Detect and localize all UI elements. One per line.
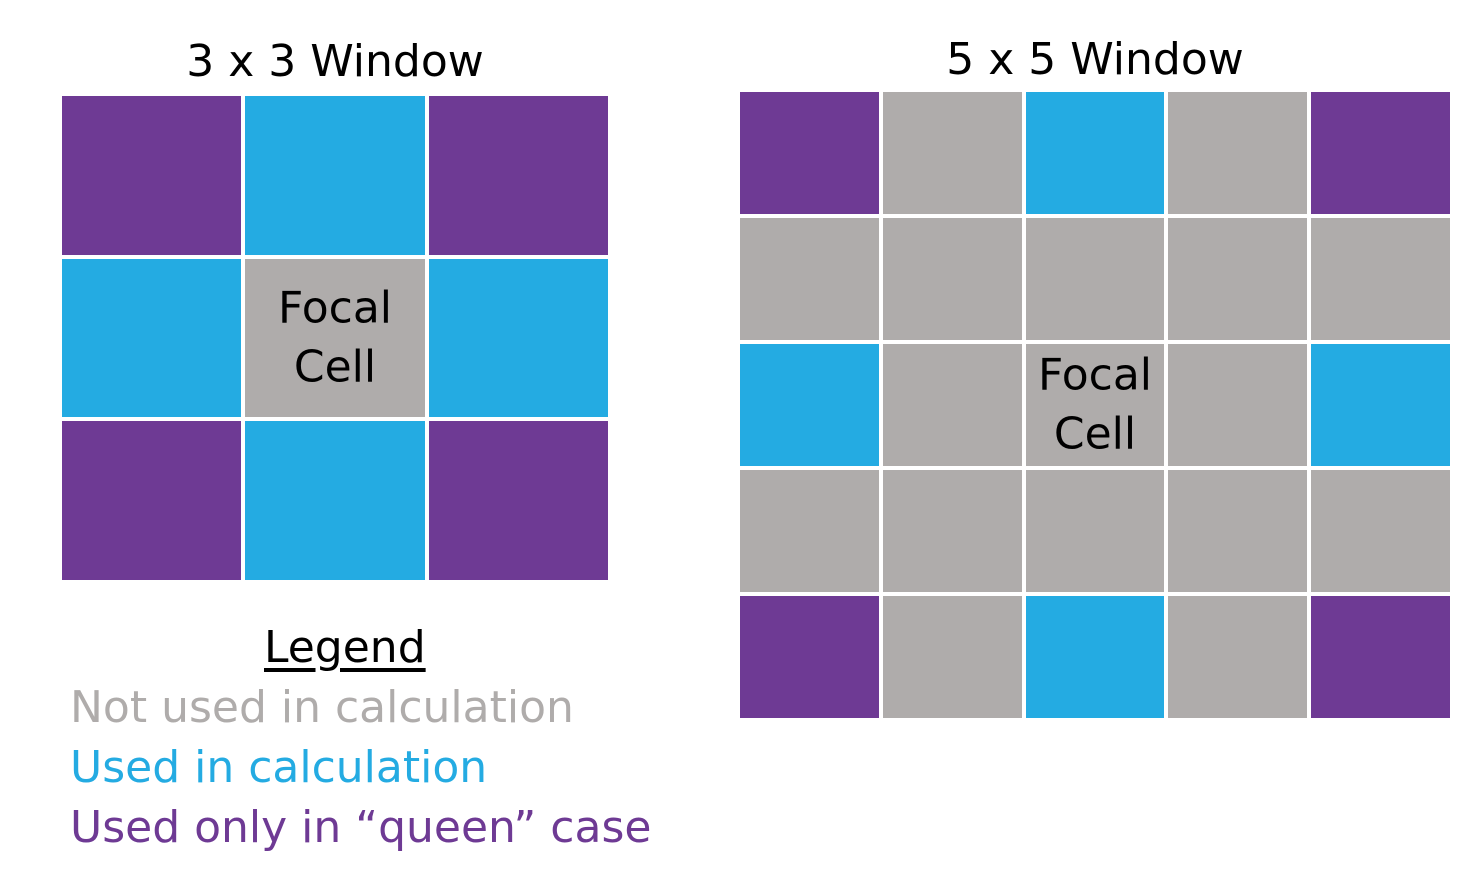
window_5x5-cell-not-used <box>882 218 1022 340</box>
window_5x5-focal-cell: Focal Cell <box>1025 344 1165 466</box>
window_3x3-cell-queen <box>62 421 242 580</box>
window_5x5-cell-not-used <box>1168 92 1308 214</box>
legend-item-used: Used in calculation <box>70 742 488 793</box>
window_5x5-cell-not-used <box>882 596 1022 718</box>
window_3x3-cell-used <box>245 96 425 255</box>
window_3x3-cell-queen <box>428 96 608 255</box>
window_5x5-cell-not-used <box>1311 218 1450 340</box>
window_3x3-cell-used <box>428 258 608 418</box>
window_5x5-cell-not-used <box>1168 218 1308 340</box>
window_3x3-cell-used <box>62 258 242 418</box>
window_5x5-cell-used <box>740 344 879 466</box>
window_5x5-cell-not-used <box>740 470 879 592</box>
window_3x3-cell-used <box>245 421 425 580</box>
window_5x5-cell-queen <box>740 596 879 718</box>
window_5x5-cell-not-used <box>1168 470 1308 592</box>
window_5x5-cell-queen <box>1311 92 1450 214</box>
window_3x3-focal-cell: Focal Cell <box>245 258 425 418</box>
window_5x5-cell-not-used <box>1025 218 1165 340</box>
window-3x3-title: 3 x 3 Window <box>186 36 484 87</box>
window_3x3-cell-queen <box>428 421 608 580</box>
window_5x5-cell-queen <box>1311 596 1450 718</box>
legend-item-queen: Used only in “queen” case <box>70 802 652 853</box>
window_5x5-cell-used <box>1025 92 1165 214</box>
window_5x5-cell-not-used <box>1025 470 1165 592</box>
legend-item-not-used: Not used in calculation <box>70 682 574 733</box>
window_3x3-focal-cell-label: Focal Cell <box>278 279 392 398</box>
window_3x3-cell-queen <box>62 96 242 255</box>
window_5x5-cell-not-used <box>882 470 1022 592</box>
window_5x5-cell-not-used <box>1168 344 1308 466</box>
window_5x5-cell-not-used <box>1311 470 1450 592</box>
window_5x5-cell-not-used <box>740 218 879 340</box>
window_5x5-cell-not-used <box>882 344 1022 466</box>
window_5x5-cell-used <box>1311 344 1450 466</box>
focal-label-line: Cell <box>293 341 377 393</box>
window_5x5-cell-not-used <box>1168 596 1308 718</box>
window-5x5-title: 5 x 5 Window <box>946 34 1244 85</box>
focal-label-line: Focal <box>1037 349 1153 401</box>
focal-label-line: Focal <box>277 282 393 334</box>
window_5x5-cell-used <box>1025 596 1165 718</box>
window-5x5-grid: Focal Cell <box>740 92 1450 718</box>
window_5x5-cell-queen <box>740 92 879 214</box>
window_5x5-focal-cell-label: Focal Cell <box>1038 346 1152 465</box>
window_5x5-cell-not-used <box>882 92 1022 214</box>
legend-title: Legend <box>264 622 426 673</box>
window-3x3-grid: Focal Cell <box>62 96 608 580</box>
focal-label-line: Cell <box>1053 409 1137 460</box>
